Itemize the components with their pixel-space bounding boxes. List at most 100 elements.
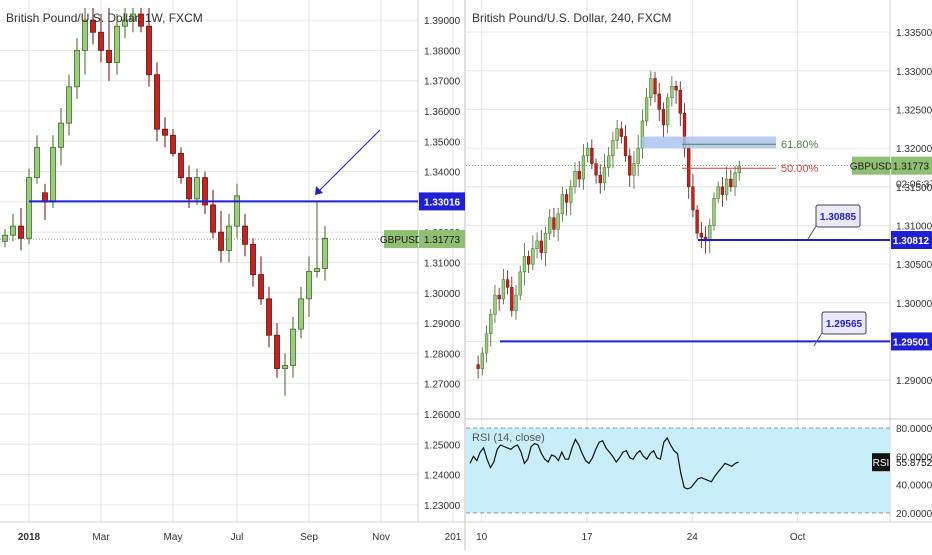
weekly-price-tick: 1.38000 xyxy=(424,46,461,57)
weekly-candles xyxy=(2,8,328,396)
h4-candle-body xyxy=(497,294,501,300)
weekly-time-tick: Mar xyxy=(92,532,110,543)
h4-time-tick: 10 xyxy=(476,532,488,543)
h4-candle-body xyxy=(598,174,602,184)
h4-candle-body xyxy=(632,163,636,176)
weekly-price-tick: 1.30000 xyxy=(424,289,461,300)
h4-candle-body xyxy=(493,294,497,315)
h4-candle-body xyxy=(712,198,716,226)
h4-candle-body xyxy=(543,232,548,253)
h4-candle-body xyxy=(636,147,640,164)
weekly-candle-body xyxy=(98,31,104,51)
rsi-label: RSI (14, close) xyxy=(472,432,545,444)
weekly-candle-body xyxy=(186,177,192,200)
h4-candle-body xyxy=(602,167,607,184)
weekly-drawings xyxy=(0,129,418,240)
h4-candle-body xyxy=(569,186,573,203)
weekly-candle-body xyxy=(282,365,288,369)
weekly-grid xyxy=(0,0,454,522)
h4-candle-body xyxy=(535,240,539,249)
h4-candle-body xyxy=(708,225,712,242)
h4-candle-body xyxy=(585,147,590,157)
weekly-candle-body xyxy=(314,268,320,272)
rsi-pane: RSI (14, close) xyxy=(466,427,890,514)
weekly-price-tick: 1.28000 xyxy=(424,349,461,360)
h4-candle-body xyxy=(489,314,493,335)
h4-price-tag xyxy=(891,156,932,175)
h4-candle-body xyxy=(514,294,518,311)
weekly-symbol-label: GBPUSD xyxy=(380,235,422,246)
weekly-candle-body xyxy=(10,225,16,236)
h4-price-tick: 1.31500 xyxy=(896,183,932,194)
weekly-chart-title: British Pound/U.S. Dollar, 1W, FXCM xyxy=(6,11,203,25)
h4-candle-body xyxy=(527,256,531,265)
h4-price-tick: 1.30000 xyxy=(896,299,932,310)
h4-candle-body xyxy=(737,165,741,174)
h4-time-tick: 17 xyxy=(581,532,593,543)
h4-candle-body xyxy=(644,97,649,122)
h4-candle-body xyxy=(548,217,552,234)
h4-candle-body xyxy=(724,178,729,195)
h4-candle-body xyxy=(657,93,661,110)
weekly-price-label: 1.31773 xyxy=(424,235,461,246)
weekly-price-tick: 1.23000 xyxy=(424,501,461,512)
weekly-candle-body xyxy=(178,153,184,179)
weekly-candle-body xyxy=(274,334,280,369)
rsi-line xyxy=(469,436,739,490)
h4-candle-body xyxy=(678,89,682,114)
weekly-candle-body xyxy=(194,177,200,200)
h4-candle-body xyxy=(661,109,666,126)
weekly-candle-body xyxy=(90,19,96,33)
weekly-candle-body xyxy=(290,328,296,366)
weekly-candle-body xyxy=(50,146,56,203)
h4-candle-body xyxy=(573,171,577,188)
rsi-tick: 60.0000 xyxy=(896,452,932,463)
weekly-candle-body xyxy=(322,237,328,269)
h4-countdown: 02:06:37 xyxy=(896,180,932,191)
weekly-candle-body xyxy=(2,234,8,242)
h4-callout-box xyxy=(815,204,861,228)
h4-candle-body xyxy=(687,147,691,188)
weekly-price-tick: 1.29000 xyxy=(424,319,461,330)
rsi-tick: 20.0000 xyxy=(896,509,932,520)
rsi-band xyxy=(466,428,890,513)
h4-fib-50-label: 50.00% xyxy=(781,163,819,175)
h4-candle-body xyxy=(480,352,484,369)
h4-candle-body xyxy=(560,194,565,215)
weekly-candle-body xyxy=(26,177,32,239)
h4-candle-body xyxy=(594,163,598,176)
h4-fib-zone xyxy=(642,136,776,149)
weekly-candle-body xyxy=(250,243,256,276)
h4-candle-body xyxy=(729,178,733,188)
weekly-candle-body xyxy=(218,231,224,251)
h4-symbol-tag xyxy=(852,156,890,175)
h4-candle-body xyxy=(564,194,569,203)
weekly-price-tick: 1.31000 xyxy=(424,258,461,269)
h4-price-tick: 1.32500 xyxy=(896,105,932,116)
weekly-candle-body xyxy=(130,13,136,21)
weekly-arrow-head xyxy=(315,186,323,195)
h4-price-tick: 1.33500 xyxy=(896,28,932,39)
weekly-price-tick: 1.37000 xyxy=(424,77,461,88)
h4-candle-body xyxy=(653,78,657,95)
axes: 1.39000 1.38000 1.37000 1.36000 1.35000 1.340… xyxy=(18,16,932,543)
weekly-candle-body xyxy=(114,25,120,63)
weekly-candle-body xyxy=(146,25,152,76)
h4-candle-body xyxy=(522,256,527,273)
h4-candle-body xyxy=(518,271,522,296)
h4-candle-body xyxy=(674,85,678,91)
h4-callout-label: 1.29565 xyxy=(826,319,863,330)
weekly-price-tick: 1.35000 xyxy=(424,137,461,148)
h4-price-tick: 1.33000 xyxy=(896,67,932,78)
h4-candle-body xyxy=(611,140,615,157)
weekly-candle-body xyxy=(170,134,176,154)
h4-candle-body xyxy=(666,97,670,126)
h4-candle-body xyxy=(619,128,623,137)
h4-support-label: 1.29501 xyxy=(893,337,930,348)
h4-price-label: 1.31773 xyxy=(893,162,930,173)
weekly-time-tick: Sep xyxy=(300,532,318,543)
h4-candle-body xyxy=(720,186,725,195)
weekly-price-tick: 1.36000 xyxy=(424,107,461,118)
